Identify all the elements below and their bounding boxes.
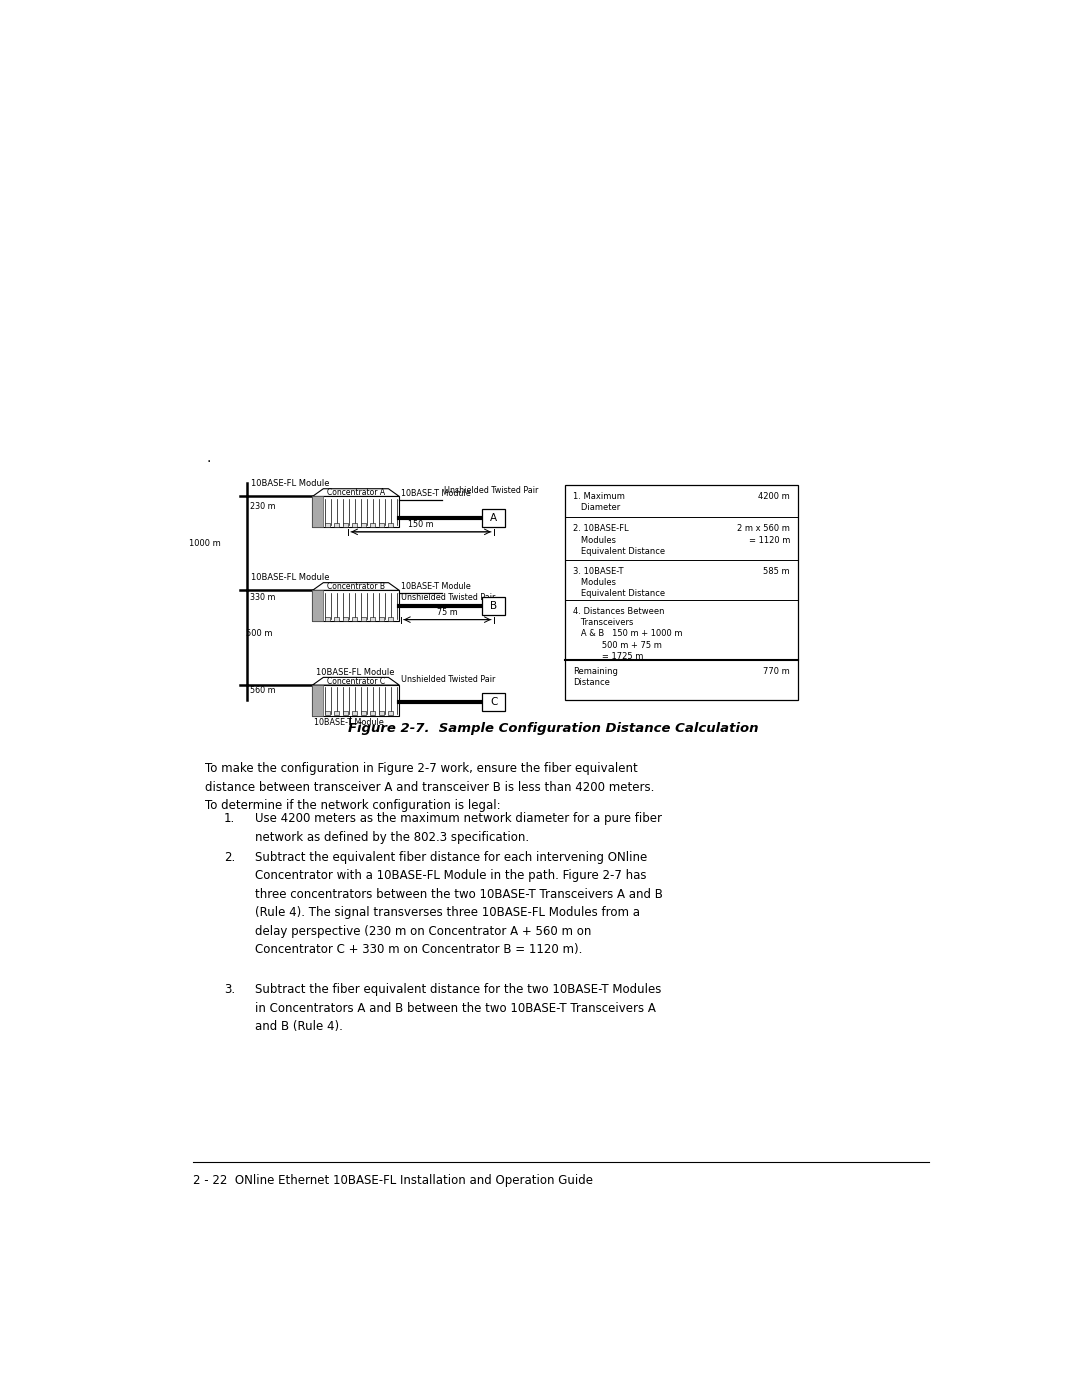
Text: Unshielded Twisted Pair: Unshielded Twisted Pair (401, 675, 496, 685)
Bar (389, 711, 393, 715)
Text: Figure 2-7.  Sample Configuration Distance Calculation: Figure 2-7. Sample Configuration Distanc… (348, 722, 759, 735)
Bar (343, 616, 348, 620)
Text: A: A (490, 513, 498, 522)
Text: 560 m: 560 m (251, 686, 276, 694)
Bar (482, 597, 505, 615)
Bar (482, 509, 505, 527)
Text: 1.: 1. (225, 812, 235, 826)
Polygon shape (312, 678, 400, 685)
Bar (325, 522, 329, 527)
Text: 3.: 3. (225, 983, 235, 996)
Text: 10BASE-T Module: 10BASE-T Module (401, 581, 471, 591)
Text: Concentrator B: Concentrator B (327, 583, 384, 591)
Text: Subtract the equivalent fiber distance for each intervening ONline
Concentrator : Subtract the equivalent fiber distance f… (255, 851, 663, 956)
Bar (352, 711, 356, 715)
Bar (312, 496, 400, 527)
Text: 75 m: 75 m (437, 608, 458, 616)
Text: 10BASE-T Module: 10BASE-T Module (401, 489, 471, 497)
Bar (379, 522, 383, 527)
Bar (325, 616, 329, 620)
Bar (343, 522, 348, 527)
Bar (370, 522, 375, 527)
Text: Subtract the fiber equivalent distance for the two 10BASE-T Modules
in Concentra: Subtract the fiber equivalent distance f… (255, 983, 661, 1032)
Bar (325, 711, 329, 715)
Text: 4. Distances Between
   Transceivers
   A & B   150 m + 1000 m
           500 m : 4. Distances Between Transceivers A & B … (572, 606, 683, 661)
Bar (389, 616, 393, 620)
Text: Unshielded Twisted Pair: Unshielded Twisted Pair (444, 486, 539, 496)
Text: 330 m: 330 m (251, 592, 276, 602)
Text: 1000 m: 1000 m (189, 539, 220, 548)
Bar (389, 522, 393, 527)
Bar (335, 522, 338, 527)
Bar (352, 616, 356, 620)
Text: Remaining
Distance: Remaining Distance (572, 666, 618, 687)
Text: 2 - 22  ONline Ethernet 10BASE-FL Installation and Operation Guide: 2 - 22 ONline Ethernet 10BASE-FL Install… (193, 1173, 593, 1187)
Text: 230 m: 230 m (251, 502, 276, 511)
Text: 2 m x 560 m
= 1120 m: 2 m x 560 m = 1120 m (737, 524, 789, 545)
Text: 10BASE-FL Module: 10BASE-FL Module (252, 479, 329, 489)
Text: Concentrator A: Concentrator A (327, 488, 384, 497)
Bar (335, 711, 338, 715)
Text: 1. Maximum
   Diameter: 1. Maximum Diameter (572, 492, 624, 513)
Bar (565, 485, 798, 700)
Bar (362, 711, 365, 715)
Text: 585 m: 585 m (764, 567, 789, 576)
Text: C: C (490, 697, 498, 707)
Bar (312, 496, 323, 527)
Bar (362, 616, 365, 620)
Bar (352, 522, 356, 527)
Text: Use 4200 meters as the maximum network diameter for a pure fiber
network as defi: Use 4200 meters as the maximum network d… (255, 812, 662, 844)
Bar (379, 711, 383, 715)
Text: 770 m: 770 m (764, 666, 789, 676)
Bar (370, 616, 375, 620)
Text: 2. 10BASE-FL
   Modules
   Equivalent Distance: 2. 10BASE-FL Modules Equivalent Distance (572, 524, 665, 556)
Bar (312, 591, 400, 622)
Bar (312, 685, 400, 715)
Text: 150 m: 150 m (408, 520, 434, 529)
Polygon shape (312, 583, 400, 591)
Text: 2.: 2. (225, 851, 235, 863)
Bar (379, 616, 383, 620)
Bar (312, 591, 323, 622)
Text: 3. 10BASE-T
   Modules
   Equivalent Distance: 3. 10BASE-T Modules Equivalent Distance (572, 567, 665, 598)
Text: To make the configuration in Figure 2-7 work, ensure the fiber equivalent
distan: To make the configuration in Figure 2-7 … (205, 763, 654, 812)
Text: 4200 m: 4200 m (758, 492, 789, 500)
Bar (482, 693, 505, 711)
Bar (370, 711, 375, 715)
Text: Concentrator C: Concentrator C (327, 676, 384, 686)
Polygon shape (312, 489, 400, 496)
Text: 500 m: 500 m (246, 629, 272, 637)
Bar (343, 711, 348, 715)
Text: Unshielded Twisted Pair: Unshielded Twisted Pair (401, 592, 496, 602)
Text: 10BASE-FL Module: 10BASE-FL Module (252, 573, 329, 583)
Text: 10BASE-T Module: 10BASE-T Module (314, 718, 383, 726)
Text: B: B (490, 601, 498, 610)
Bar (362, 522, 365, 527)
Text: ·: · (206, 454, 211, 468)
Text: 10BASE-FL Module: 10BASE-FL Module (316, 668, 395, 678)
Bar (312, 685, 323, 715)
Bar (335, 616, 338, 620)
